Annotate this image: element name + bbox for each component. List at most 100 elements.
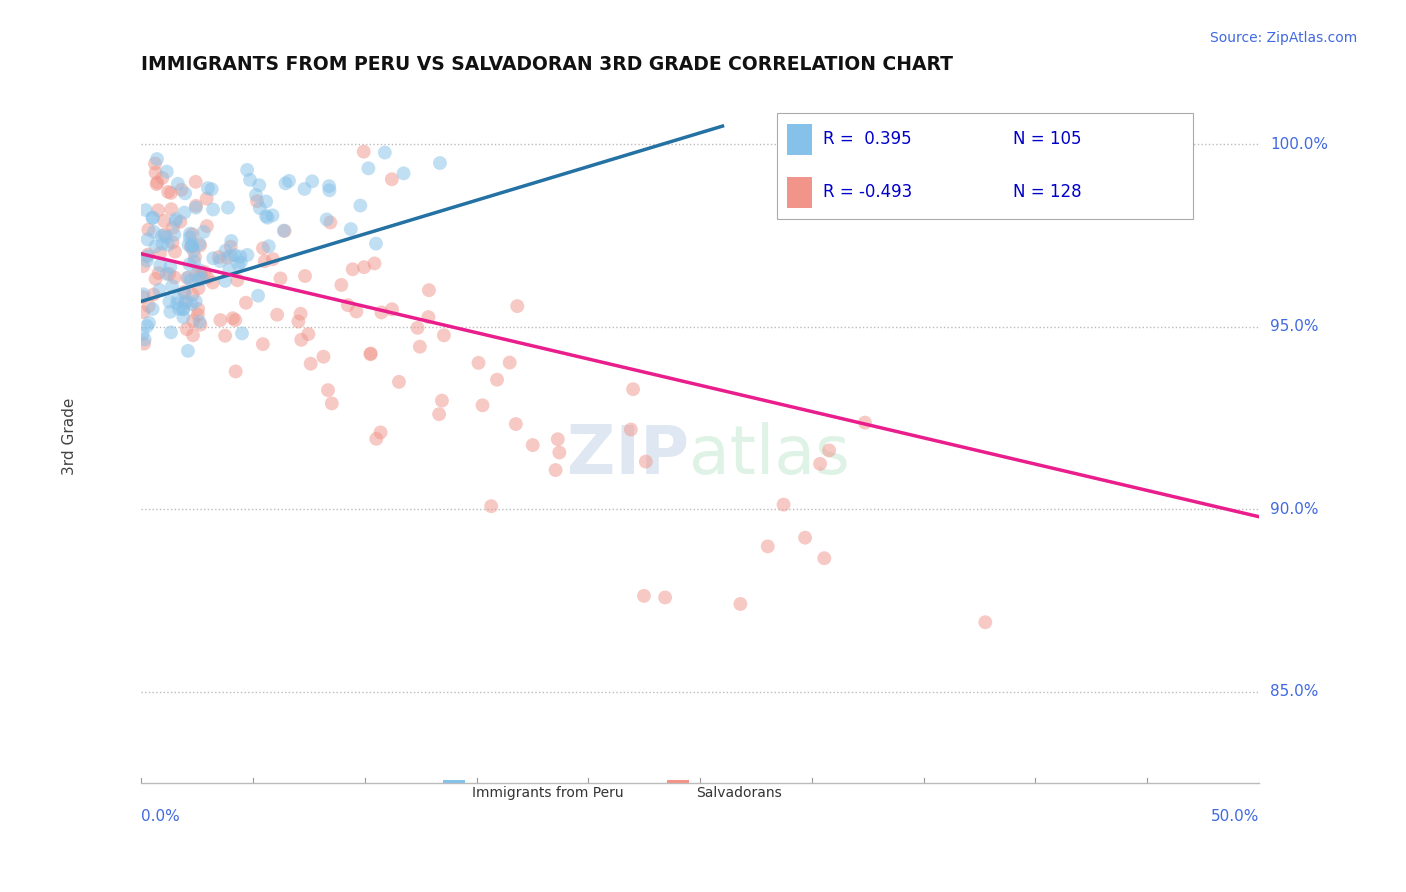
Point <box>427 407 450 421</box>
Point <box>163 270 186 285</box>
Point <box>818 443 841 458</box>
Point <box>145 272 167 286</box>
Point <box>184 175 207 189</box>
Point <box>360 346 382 360</box>
Point <box>159 305 181 319</box>
Point <box>165 214 187 228</box>
Point <box>146 152 169 166</box>
Point <box>184 199 207 213</box>
Point <box>266 308 288 322</box>
Point <box>235 295 257 310</box>
Point <box>162 220 184 235</box>
Point <box>342 262 364 277</box>
Point <box>249 201 271 215</box>
Point <box>153 214 176 228</box>
Point <box>167 301 190 316</box>
Point <box>177 270 200 285</box>
Point <box>132 259 155 273</box>
Point <box>194 265 217 279</box>
Point <box>633 589 655 603</box>
Point <box>180 297 202 311</box>
Point <box>131 290 153 304</box>
Point <box>224 248 246 262</box>
Point <box>179 257 201 271</box>
Point <box>316 383 339 397</box>
Point <box>254 209 277 223</box>
Point <box>152 236 174 251</box>
Point <box>145 177 167 191</box>
Point <box>187 281 209 295</box>
Text: 95.0%: 95.0% <box>1270 319 1319 334</box>
Point <box>548 445 571 459</box>
Point <box>756 540 779 554</box>
Point <box>318 183 340 197</box>
Point <box>132 305 155 319</box>
Point <box>229 255 252 269</box>
Point <box>294 268 316 283</box>
Point <box>467 356 489 370</box>
Point <box>217 201 239 215</box>
Point <box>381 302 404 317</box>
Point <box>231 326 253 341</box>
Point <box>544 463 567 477</box>
Point <box>336 298 359 312</box>
Point <box>195 219 218 233</box>
Point <box>301 174 323 188</box>
Point <box>176 271 198 285</box>
Point <box>219 248 242 262</box>
Point <box>159 260 181 274</box>
Text: 90.0%: 90.0% <box>1270 502 1319 516</box>
Point <box>381 172 404 186</box>
Point <box>142 287 165 301</box>
Text: 100.0%: 100.0% <box>1270 136 1329 152</box>
Point <box>188 272 211 286</box>
Point <box>429 156 451 170</box>
Text: 0.0%: 0.0% <box>142 809 180 823</box>
Point <box>406 321 429 335</box>
Point <box>794 531 817 545</box>
Point <box>172 302 194 317</box>
Point <box>278 174 301 188</box>
Point <box>353 260 375 275</box>
Point <box>157 185 180 199</box>
Point <box>184 250 207 264</box>
Point <box>136 249 159 263</box>
Point <box>245 188 267 202</box>
Point <box>370 305 392 319</box>
Point <box>150 170 173 185</box>
Point <box>253 254 276 268</box>
Point <box>214 328 236 343</box>
Text: ZIP: ZIP <box>567 422 689 488</box>
Point <box>157 237 180 252</box>
Point <box>163 244 186 259</box>
Point <box>287 314 309 328</box>
Point <box>188 263 211 277</box>
Point <box>166 292 188 306</box>
Point <box>247 178 270 193</box>
Point <box>254 194 277 209</box>
Point <box>177 343 200 358</box>
Point <box>149 259 172 273</box>
Point <box>188 238 211 252</box>
Point <box>257 239 280 253</box>
Bar <box>666 780 689 805</box>
Point <box>176 322 198 336</box>
Point <box>136 319 159 334</box>
Point <box>273 224 295 238</box>
Point <box>349 198 371 212</box>
Point <box>183 244 205 258</box>
Point <box>181 239 204 253</box>
Point <box>202 252 225 266</box>
Point <box>226 273 249 287</box>
Point <box>808 457 831 471</box>
Point <box>219 239 242 253</box>
Point <box>654 591 676 605</box>
Point <box>217 251 239 265</box>
Bar <box>443 780 465 805</box>
Point <box>132 287 155 301</box>
Text: 3rd Grade: 3rd Grade <box>62 398 77 475</box>
Point <box>202 202 225 217</box>
Text: 50.0%: 50.0% <box>1211 809 1258 823</box>
Text: R = -0.493: R = -0.493 <box>823 183 912 201</box>
Point <box>174 186 197 201</box>
